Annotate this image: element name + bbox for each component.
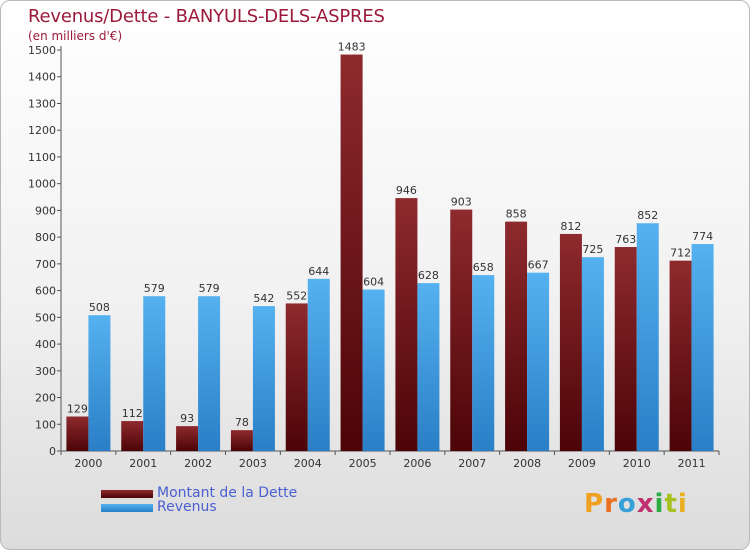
legend-label-dette: Montant de la Dette bbox=[157, 485, 298, 501]
bar-dette bbox=[285, 303, 308, 451]
bar-revenus bbox=[581, 257, 604, 451]
logo-letter: i bbox=[654, 489, 665, 519]
x-tick-label: 2003 bbox=[239, 457, 267, 470]
x-tick-label: 2009 bbox=[568, 457, 596, 470]
x-tick-label: 2000 bbox=[74, 457, 102, 470]
y-tick-label: 0 bbox=[49, 445, 56, 458]
bar-dette bbox=[395, 198, 418, 451]
y-tick-label: 1500 bbox=[28, 44, 56, 57]
y-tick-label: 1300 bbox=[28, 97, 56, 110]
bar-dette bbox=[559, 233, 582, 451]
bar-dette bbox=[614, 247, 637, 451]
legend-label-revenus: Revenus bbox=[157, 499, 217, 515]
y-tick-label: 200 bbox=[35, 392, 56, 405]
bar-revenus bbox=[252, 306, 275, 451]
bar-revenus bbox=[362, 289, 385, 451]
proxiti-logo: Proxiti bbox=[584, 489, 688, 519]
data-label-dette: 858 bbox=[506, 208, 527, 221]
bar-dette bbox=[669, 260, 692, 451]
bar-dette bbox=[505, 221, 528, 451]
bars bbox=[66, 54, 714, 451]
bar-revenus bbox=[198, 296, 221, 451]
x-tick-label: 2001 bbox=[129, 457, 157, 470]
data-label-revenus: 604 bbox=[363, 276, 384, 289]
y-tick-label: 300 bbox=[35, 365, 56, 378]
legend-swatch-revenus bbox=[101, 504, 153, 512]
bar-dette bbox=[230, 430, 253, 451]
y-tick-label: 800 bbox=[35, 231, 56, 244]
data-label-revenus: 579 bbox=[144, 282, 165, 295]
x-tick-label: 2010 bbox=[623, 457, 651, 470]
data-label-revenus: 542 bbox=[253, 292, 274, 305]
data-label-revenus: 508 bbox=[89, 301, 110, 314]
data-label-revenus: 628 bbox=[418, 269, 439, 282]
bar-dette bbox=[66, 416, 89, 451]
data-label-dette: 946 bbox=[396, 184, 417, 197]
data-label-dette: 93 bbox=[180, 412, 194, 425]
bar-dette bbox=[176, 426, 199, 451]
logo-letter: o bbox=[617, 489, 637, 519]
chart-title: Revenus/Dette - BANYULS-DELS-ASPRES bbox=[28, 6, 385, 27]
data-label-revenus: 579 bbox=[199, 282, 220, 295]
data-label-dette: 78 bbox=[235, 416, 249, 429]
data-label-revenus: 725 bbox=[582, 243, 603, 256]
bar-revenus bbox=[307, 278, 330, 451]
logo-letter: P bbox=[584, 489, 605, 519]
bar-revenus bbox=[691, 244, 714, 451]
bar-revenus bbox=[636, 223, 659, 451]
data-label-revenus: 774 bbox=[692, 230, 713, 243]
data-label-dette: 903 bbox=[451, 196, 472, 209]
data-label-revenus: 667 bbox=[528, 259, 549, 272]
bar-dette bbox=[450, 209, 473, 451]
data-label-dette: 112 bbox=[122, 407, 143, 420]
bar-revenus bbox=[88, 315, 111, 451]
x-tick-label: 2005 bbox=[349, 457, 377, 470]
y-tick-label: 1100 bbox=[28, 151, 56, 164]
y-tick-label: 900 bbox=[35, 204, 56, 217]
x-tick-label: 2007 bbox=[458, 457, 486, 470]
y-tick-label: 1400 bbox=[28, 71, 56, 84]
y-tick-label: 1200 bbox=[28, 124, 56, 137]
bar-revenus bbox=[527, 272, 550, 451]
y-tick-label: 100 bbox=[35, 418, 56, 431]
x-tick-label: 2006 bbox=[403, 457, 431, 470]
data-label-revenus: 644 bbox=[308, 265, 329, 278]
bar-revenus bbox=[143, 296, 166, 451]
x-tick-label: 2011 bbox=[678, 457, 706, 470]
bar-dette bbox=[121, 421, 144, 451]
y-tick-label: 1000 bbox=[28, 178, 56, 191]
legend-swatch-dette bbox=[101, 490, 153, 498]
bar-revenus bbox=[472, 275, 495, 451]
logo-letter: x bbox=[636, 489, 655, 519]
y-tick-label: 400 bbox=[35, 338, 56, 351]
logo-letter: r bbox=[604, 489, 618, 519]
bar-dette bbox=[340, 54, 363, 451]
axes: 0 100 200 300 400 500 600 700 800 900 1000 1100 1200… bbox=[28, 44, 720, 470]
data-label-revenus: 658 bbox=[473, 261, 494, 274]
chart-subtitle: (en milliers d'€) bbox=[28, 29, 123, 43]
x-tick-label: 2008 bbox=[513, 457, 541, 470]
y-tick-label: 700 bbox=[35, 258, 56, 271]
x-tick-label: 2002 bbox=[184, 457, 212, 470]
logo-letter: i bbox=[677, 489, 688, 519]
x-tick-label: 2004 bbox=[294, 457, 322, 470]
data-label-dette: 812 bbox=[560, 220, 581, 233]
data-label-dette: 712 bbox=[670, 247, 691, 260]
bar-revenus bbox=[417, 283, 440, 451]
y-tick-label: 500 bbox=[35, 311, 56, 324]
logo-letter: t bbox=[664, 489, 678, 519]
data-label-dette: 552 bbox=[286, 289, 307, 302]
data-label-dette: 129 bbox=[67, 403, 88, 416]
data-label-revenus: 852 bbox=[637, 209, 658, 222]
y-tick-label: 600 bbox=[35, 285, 56, 298]
data-label-dette: 763 bbox=[615, 233, 636, 246]
data-label-dette: 1483 bbox=[338, 41, 366, 54]
